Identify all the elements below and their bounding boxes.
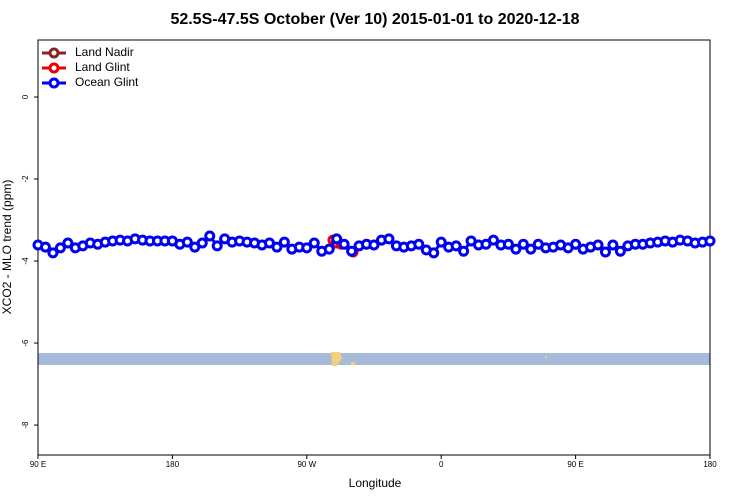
point <box>517 238 529 250</box>
point <box>338 238 350 250</box>
point <box>614 245 626 257</box>
x-tick-label: 90 W <box>297 460 316 469</box>
land-patch <box>351 362 355 365</box>
point <box>39 241 51 253</box>
point <box>204 230 216 242</box>
x-tick-label: 180 <box>703 460 717 469</box>
point <box>704 235 716 247</box>
point <box>510 243 522 255</box>
point <box>301 242 313 254</box>
y-tick-label: -8 <box>21 421 30 429</box>
x-tick-label: 180 <box>166 460 180 469</box>
point <box>54 242 66 254</box>
point <box>525 243 537 255</box>
point <box>278 236 290 248</box>
x-tick-label: 90 E <box>30 460 46 469</box>
point <box>458 245 470 257</box>
point <box>435 236 447 248</box>
point <box>383 233 395 245</box>
point <box>331 233 343 245</box>
point <box>181 236 193 248</box>
point <box>428 247 440 259</box>
point <box>211 240 223 252</box>
x-tick-label: 0 <box>439 460 444 469</box>
legend-label: Land Nadir <box>75 45 134 59</box>
point <box>599 246 611 258</box>
legend-marker <box>48 77 60 89</box>
y-tick-label: -6 <box>21 339 30 347</box>
point <box>502 238 514 250</box>
point <box>487 234 499 246</box>
land-patch <box>331 352 342 366</box>
legend-marker <box>48 47 60 59</box>
point <box>368 239 380 251</box>
y-tick-label: -2 <box>21 175 30 183</box>
chart-title: 52.5S-47.5S October (Ver 10) 2015-01-01 … <box>170 11 579 28</box>
point <box>570 238 582 250</box>
y-axis-label: XCO2 - MLO trend (ppm) <box>0 180 14 315</box>
point <box>592 239 604 251</box>
map-strip <box>38 353 710 365</box>
legend-marker <box>48 62 60 74</box>
land-patch <box>545 356 547 358</box>
point <box>62 237 74 249</box>
point <box>271 241 283 253</box>
x-axis-label: Longitude <box>349 476 402 490</box>
point <box>323 243 335 255</box>
point <box>450 240 462 252</box>
point <box>413 238 425 250</box>
x-tick-label: 90 E <box>567 460 583 469</box>
y-tick-label: -4 <box>21 257 30 265</box>
point <box>196 237 208 249</box>
legend-label: Land Glint <box>75 60 130 74</box>
y-tick-label: 0 <box>21 94 30 99</box>
point <box>47 247 59 259</box>
point <box>346 245 358 257</box>
point <box>607 239 619 251</box>
legend-label: Ocean Glint <box>75 75 139 89</box>
point <box>308 237 320 249</box>
